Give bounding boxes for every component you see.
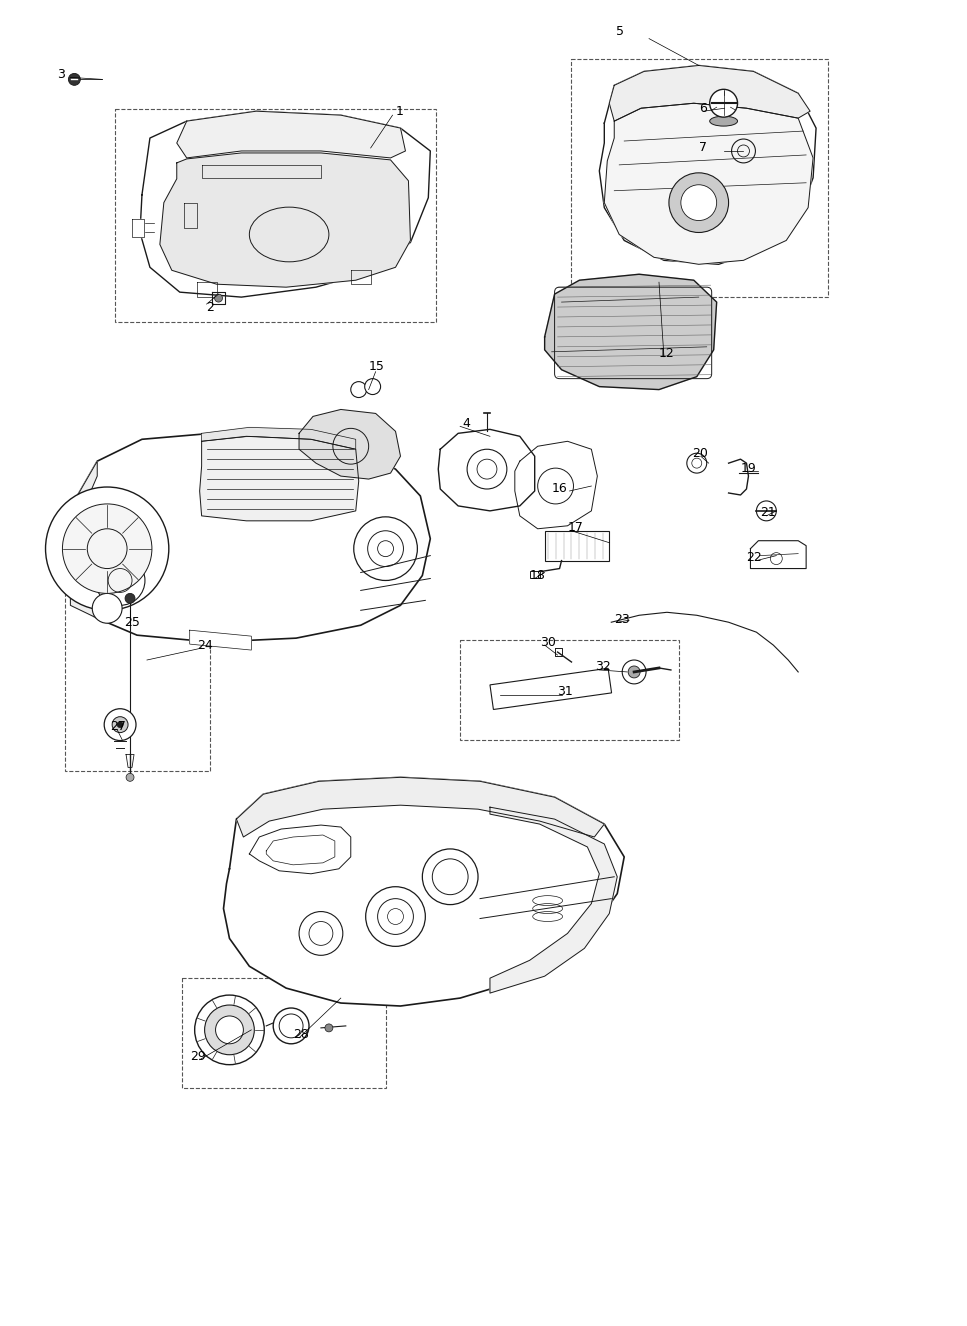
- Circle shape: [117, 721, 123, 728]
- Text: 2: 2: [207, 301, 215, 313]
- Text: 12: 12: [659, 347, 675, 361]
- Circle shape: [365, 379, 381, 395]
- Polygon shape: [132, 219, 144, 237]
- Polygon shape: [71, 461, 98, 618]
- Text: 4: 4: [462, 416, 470, 430]
- Polygon shape: [202, 427, 356, 450]
- Polygon shape: [177, 111, 405, 158]
- Circle shape: [710, 89, 738, 117]
- Circle shape: [681, 184, 717, 220]
- Text: 6: 6: [699, 102, 707, 115]
- Text: 31: 31: [558, 686, 573, 699]
- Bar: [571, 60, 828, 297]
- Circle shape: [95, 556, 145, 606]
- Circle shape: [92, 594, 122, 623]
- Circle shape: [63, 504, 152, 594]
- Circle shape: [215, 294, 222, 302]
- Polygon shape: [604, 103, 813, 264]
- Text: 5: 5: [616, 25, 625, 38]
- Text: 27: 27: [110, 720, 126, 733]
- Polygon shape: [299, 410, 400, 479]
- Text: 3: 3: [57, 68, 66, 81]
- Circle shape: [104, 708, 136, 740]
- Bar: [182, 979, 386, 1087]
- Polygon shape: [438, 430, 535, 511]
- Bar: [115, 109, 436, 322]
- Polygon shape: [199, 436, 359, 521]
- Circle shape: [669, 172, 728, 232]
- Circle shape: [423, 849, 478, 904]
- Bar: [530, 570, 540, 578]
- Circle shape: [351, 382, 366, 398]
- Text: 25: 25: [124, 615, 140, 629]
- Circle shape: [216, 1016, 244, 1044]
- Text: 22: 22: [747, 552, 762, 564]
- Text: 23: 23: [614, 613, 630, 626]
- Text: 16: 16: [551, 481, 568, 495]
- Text: 19: 19: [741, 461, 756, 475]
- Text: 24: 24: [196, 639, 213, 651]
- Polygon shape: [750, 541, 806, 569]
- Circle shape: [325, 1024, 333, 1032]
- Polygon shape: [544, 274, 717, 390]
- Text: 1: 1: [396, 105, 403, 118]
- Polygon shape: [609, 65, 810, 121]
- Text: 15: 15: [368, 361, 385, 373]
- Circle shape: [354, 517, 418, 581]
- Polygon shape: [160, 152, 410, 288]
- Text: 21: 21: [760, 507, 777, 520]
- Circle shape: [366, 887, 425, 947]
- Polygon shape: [236, 777, 604, 837]
- Polygon shape: [190, 630, 251, 650]
- Text: 30: 30: [540, 635, 556, 648]
- Text: 17: 17: [568, 521, 583, 534]
- Text: 20: 20: [691, 447, 708, 460]
- Polygon shape: [490, 808, 617, 993]
- Text: 28: 28: [293, 1029, 309, 1041]
- Circle shape: [69, 73, 80, 85]
- Text: 32: 32: [596, 660, 611, 674]
- Circle shape: [756, 501, 777, 521]
- Bar: [490, 668, 611, 709]
- Circle shape: [126, 773, 134, 781]
- Circle shape: [194, 994, 264, 1065]
- Ellipse shape: [710, 117, 738, 126]
- Polygon shape: [600, 65, 816, 264]
- Circle shape: [205, 1005, 254, 1054]
- Polygon shape: [514, 442, 598, 529]
- Bar: [460, 640, 679, 740]
- Circle shape: [299, 911, 343, 955]
- Polygon shape: [140, 111, 430, 297]
- Circle shape: [112, 716, 128, 732]
- Circle shape: [45, 487, 169, 610]
- Bar: [544, 530, 609, 561]
- Circle shape: [622, 660, 646, 684]
- Circle shape: [687, 453, 707, 473]
- Circle shape: [125, 594, 135, 603]
- Polygon shape: [223, 777, 624, 1006]
- Text: 7: 7: [699, 142, 707, 154]
- Text: 18: 18: [530, 569, 545, 582]
- Text: 29: 29: [190, 1050, 205, 1063]
- Polygon shape: [71, 434, 430, 642]
- Bar: [66, 582, 210, 772]
- Circle shape: [629, 666, 640, 678]
- Polygon shape: [249, 825, 351, 874]
